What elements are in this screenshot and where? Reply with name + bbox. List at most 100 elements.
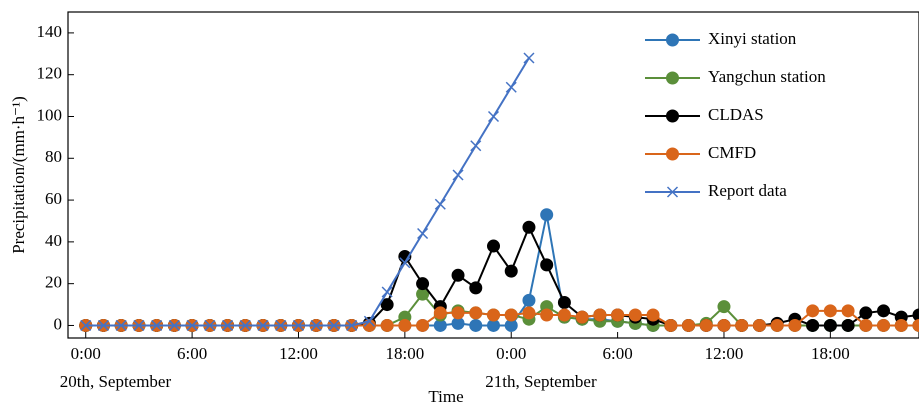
data-point xyxy=(557,295,571,309)
data-point xyxy=(380,318,394,332)
x-tick-label: 6:00 xyxy=(177,344,207,363)
data-point xyxy=(894,318,908,332)
data-point xyxy=(770,318,784,332)
legend-marker xyxy=(666,186,679,198)
series-line xyxy=(85,214,919,327)
plot-area xyxy=(79,52,919,332)
data-point-stroke xyxy=(115,319,127,331)
y-axis-label: Precipitation/(mm·h⁻¹) xyxy=(9,96,28,254)
data-point xyxy=(168,319,180,331)
data-point xyxy=(451,306,465,320)
data-point xyxy=(540,258,554,272)
data-point-stroke xyxy=(186,319,198,331)
data-point xyxy=(575,310,589,324)
data-point xyxy=(735,318,749,332)
data-point xyxy=(806,318,820,332)
y-tick-label: 140 xyxy=(37,22,63,41)
data-point xyxy=(222,319,234,331)
data-point xyxy=(523,52,535,64)
x-tick-label: 18:00 xyxy=(385,344,424,363)
data-point-stroke xyxy=(151,319,163,331)
plot-frame xyxy=(67,11,919,339)
x-tick-label: 12:00 xyxy=(705,344,744,363)
y-tick-label: 120 xyxy=(37,64,63,83)
data-point xyxy=(398,318,412,332)
legend-label: CLDAS xyxy=(708,105,764,124)
data-point xyxy=(186,319,198,331)
data-point xyxy=(487,308,500,322)
data-point xyxy=(752,318,766,332)
data-point-stroke xyxy=(363,315,375,327)
data-point-stroke xyxy=(275,319,287,331)
data-point xyxy=(434,198,446,210)
legend-marker xyxy=(666,71,679,85)
data-point xyxy=(540,208,554,222)
legend-marker xyxy=(666,147,679,161)
legend-label: Report data xyxy=(708,181,787,200)
data-point xyxy=(487,110,500,123)
y-tick-label: 0 xyxy=(54,314,63,333)
data-point xyxy=(469,281,483,295)
x-tick-label: 6:00 xyxy=(602,344,632,363)
data-point-stroke xyxy=(204,319,216,331)
data-point xyxy=(912,308,919,322)
legend-marker xyxy=(666,33,679,47)
data-point xyxy=(628,308,642,322)
data-point-stroke xyxy=(257,319,269,331)
data-point xyxy=(433,306,447,320)
y-tick-label: 60 xyxy=(45,189,62,208)
data-point xyxy=(310,319,322,331)
y-tick-label: 40 xyxy=(45,231,62,250)
data-point xyxy=(151,319,163,331)
legend-label: CMFD xyxy=(708,143,756,162)
data-point xyxy=(877,304,891,318)
data-point xyxy=(522,293,536,307)
data-point xyxy=(664,318,678,332)
data-point xyxy=(346,319,358,331)
data-point xyxy=(504,264,518,278)
data-point xyxy=(417,227,429,240)
data-point-stroke xyxy=(133,319,145,331)
legend-marker xyxy=(666,109,679,123)
data-point-stroke xyxy=(80,319,92,331)
data-point-stroke xyxy=(222,319,234,331)
data-point xyxy=(717,318,731,332)
legend-marker-stroke xyxy=(666,186,679,198)
data-point-stroke xyxy=(399,257,411,269)
x-tick-label: 18:00 xyxy=(811,344,850,363)
data-point-stroke xyxy=(310,319,322,331)
data-point xyxy=(416,318,430,332)
data-point xyxy=(451,268,465,282)
data-point xyxy=(97,319,109,331)
data-point-stroke xyxy=(523,52,535,64)
data-point xyxy=(504,308,518,322)
x-axis-label: Time xyxy=(428,387,463,406)
data-point xyxy=(823,304,837,318)
data-point xyxy=(611,308,625,322)
x-tick-label: 0:00 xyxy=(496,344,526,363)
data-point xyxy=(416,277,430,291)
data-point xyxy=(540,308,554,322)
data-point-stroke xyxy=(434,198,446,210)
y-tick-label: 80 xyxy=(45,147,62,166)
data-point xyxy=(859,318,873,332)
data-point-stroke xyxy=(487,110,500,123)
x-tick-label: 12:00 xyxy=(279,344,318,363)
x-date-label: 21th, September xyxy=(485,372,597,391)
data-point-stroke xyxy=(381,286,393,298)
legend: Xinyi station Yangchun station CLDAS CMFD Re… xyxy=(645,29,826,200)
data-point-stroke xyxy=(505,81,517,93)
data-point xyxy=(470,140,482,152)
data-point xyxy=(275,319,287,331)
legend-label: Yangchun station xyxy=(708,67,826,86)
data-point xyxy=(682,318,696,332)
data-point xyxy=(487,239,500,253)
data-point xyxy=(877,318,891,332)
x-tick-label: 0:00 xyxy=(71,344,101,363)
data-point xyxy=(452,169,464,181)
data-point xyxy=(380,298,394,312)
y-tick-label: 20 xyxy=(45,273,62,292)
data-point-stroke xyxy=(452,169,464,181)
y-tick-label: 100 xyxy=(37,105,63,124)
